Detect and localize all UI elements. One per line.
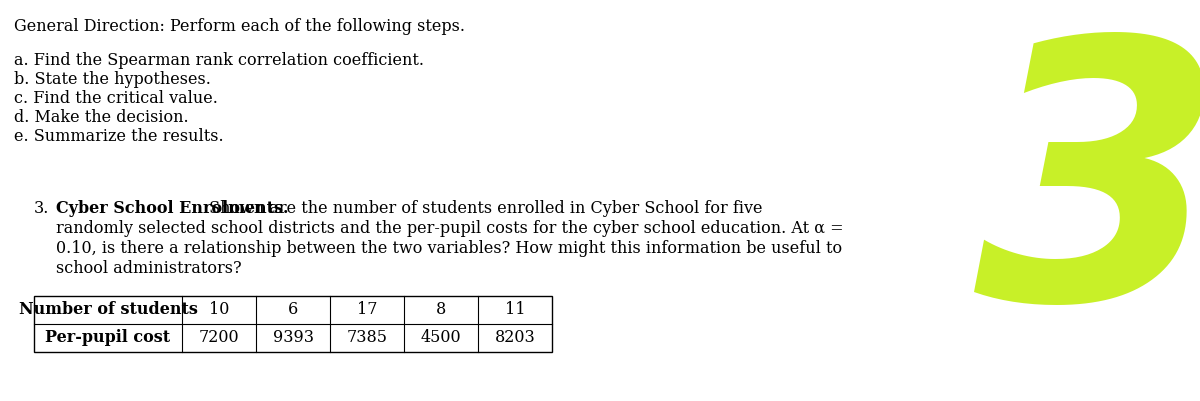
Text: school administrators?: school administrators? [56, 260, 241, 277]
Text: e. Summarize the results.: e. Summarize the results. [14, 128, 223, 145]
Text: 7385: 7385 [347, 330, 388, 346]
Text: Cyber School Enrolments.: Cyber School Enrolments. [56, 200, 288, 217]
Text: 9393: 9393 [272, 330, 313, 346]
Text: randomly selected school districts and the per-pupil costs for the cyber school : randomly selected school districts and t… [56, 220, 844, 237]
Text: 10: 10 [209, 302, 229, 318]
Text: Shown are the number of students enrolled in Cyber School for five: Shown are the number of students enrolle… [204, 200, 762, 217]
Text: 3: 3 [973, 26, 1200, 375]
Text: General Direction: Perform each of the following steps.: General Direction: Perform each of the f… [14, 18, 466, 35]
Text: c. Find the critical value.: c. Find the critical value. [14, 90, 218, 107]
Text: 8203: 8203 [494, 330, 535, 346]
Text: 17: 17 [356, 302, 377, 318]
Text: Per-pupil cost: Per-pupil cost [46, 330, 170, 346]
Text: 0.10, is there a relationship between the two variables? How might this informat: 0.10, is there a relationship between th… [56, 240, 842, 257]
Text: b. State the hypotheses.: b. State the hypotheses. [14, 71, 211, 88]
Text: 6: 6 [288, 302, 298, 318]
Text: 4500: 4500 [421, 330, 461, 346]
Text: d. Make the decision.: d. Make the decision. [14, 109, 188, 126]
Text: 3.: 3. [34, 200, 49, 217]
Text: a. Find the Spearman rank correlation coefficient.: a. Find the Spearman rank correlation co… [14, 52, 424, 69]
Text: 11: 11 [505, 302, 526, 318]
Bar [34, 296, 552, 352]
Text: Number of students: Number of students [18, 302, 198, 318]
Text: 8: 8 [436, 302, 446, 318]
Text: 7200: 7200 [199, 330, 239, 346]
